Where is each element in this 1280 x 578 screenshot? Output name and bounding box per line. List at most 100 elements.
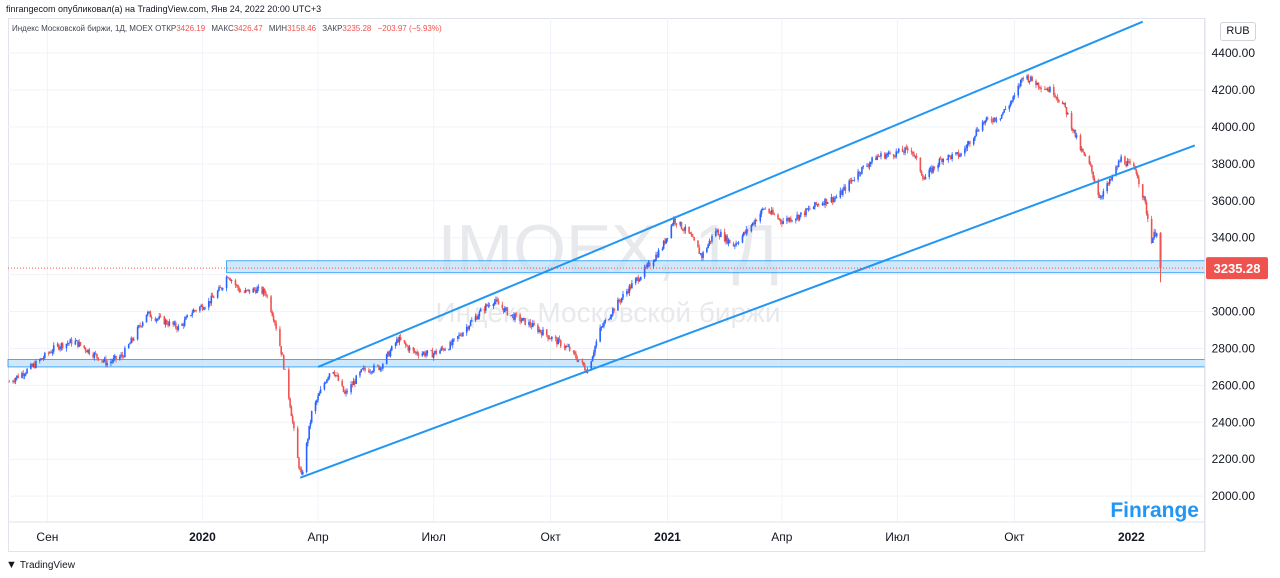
publication-note: finrangecom опубликовал(а) на TradingVie… [6,4,322,14]
candle-up [148,311,150,313]
candle-down [957,152,960,157]
candle-up [317,395,319,401]
candle-down [923,178,925,180]
y-tick-label: 2400.00 [1212,415,1256,429]
x-tick-label: Окт [1004,530,1025,544]
candle-down [1044,89,1046,90]
candle-down [515,313,518,315]
x-tick-label: 2020 [189,530,216,544]
candle-up [362,367,365,369]
candle-down [697,240,699,248]
candle-up [141,322,144,327]
candle-up [328,373,331,378]
x-tick-label: 2021 [654,530,681,544]
candle-up [56,344,59,346]
candle-down [674,218,676,224]
candle-down [905,147,908,149]
candle-down [163,316,166,325]
candle-down [378,365,380,370]
candle-up [505,307,507,309]
candle-up [782,221,784,224]
low-value: 3158.46 [287,24,317,33]
candle-down [718,235,721,237]
candle-down [416,351,418,355]
candle-up [795,218,797,221]
candle-up [458,334,460,337]
candle-up [382,364,384,369]
candle-up [711,235,713,242]
candle-down [105,358,107,366]
candle-up [1115,166,1117,176]
candle-up [684,226,687,231]
candle-down [948,154,951,156]
candle-up [981,121,984,131]
candle-down [397,339,399,343]
candle-up [814,202,816,208]
candle-up [314,402,317,412]
candle-up [35,360,37,368]
symbol-info: Индекс Московской биржи, 1Д, MOEX ОТКР34… [12,24,446,33]
candle-down [1018,85,1021,87]
candle-up [42,357,45,359]
currency-selector[interactable]: RUB [1220,22,1256,41]
candle-up [1106,183,1108,192]
candle-up [390,346,393,351]
candle-down [497,301,500,305]
candle-up [207,301,210,308]
candle-up [164,320,167,325]
candle-up [761,208,764,210]
candle-up [999,118,1002,120]
candle-down [878,156,881,158]
close-label: ЗАКР [322,24,343,33]
candle-down [556,338,558,345]
candle-up [924,176,927,180]
candle-up [444,349,446,351]
candle-down [97,357,100,361]
candle-down [227,276,229,278]
candle-down [1027,75,1030,82]
candle-down [237,285,239,289]
candle-up [113,355,116,359]
candle-up [657,250,660,258]
candle-up [612,308,614,315]
tradingview-logo[interactable]: ▼ TradingView [6,559,75,571]
candle-up [469,321,472,326]
candle-up [1036,82,1039,86]
candle-up [665,238,668,244]
last-price-badge [1206,257,1268,280]
candle-down [1138,178,1140,185]
candle-up [185,317,187,320]
candle-down [1052,86,1055,96]
candle-up [671,224,674,226]
candle-up [610,314,613,318]
candle-up [398,337,401,343]
candle-up [590,361,593,371]
candle-up [462,332,464,336]
candle-down [1098,195,1101,198]
candle-down [772,210,774,214]
candle-up [225,276,228,289]
candle-up [1153,231,1155,239]
candle-down [769,212,772,214]
candle-up [51,351,54,353]
candle-down [736,243,739,244]
candle-up [617,299,619,311]
candle-up [956,152,959,153]
candle-down [1125,164,1128,167]
candle-down [892,154,895,157]
candle-down [806,208,809,210]
candle-up [426,350,429,354]
candle-up [315,400,318,403]
candle-down [688,226,690,233]
candle-up [191,312,194,316]
candle-up [1080,149,1083,151]
candle-down [822,203,825,206]
candle-up [551,336,553,339]
candle-down [154,318,157,321]
candle-down [1136,173,1139,179]
candle-down [131,338,134,341]
y-tick-label: 2800.00 [1212,341,1256,355]
candle-up [870,161,872,164]
candle-up [1152,238,1154,243]
